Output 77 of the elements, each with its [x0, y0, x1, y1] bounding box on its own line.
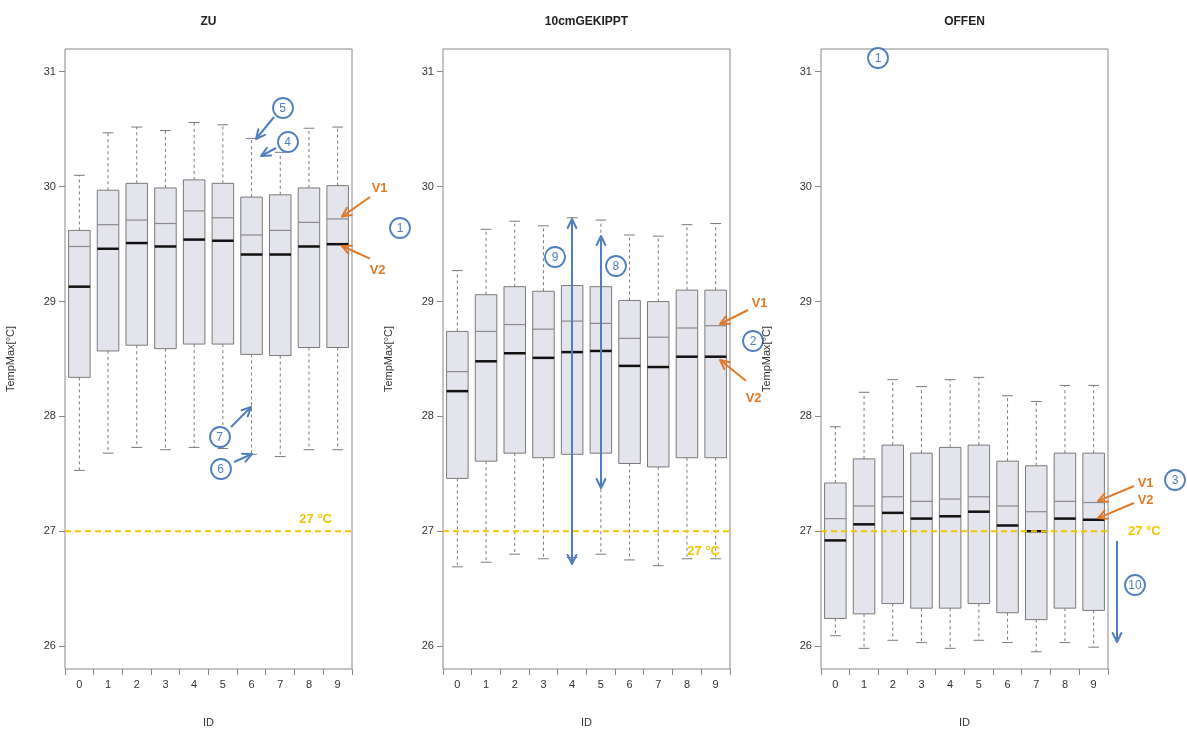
x-tick-label: 5 — [975, 677, 982, 690]
y-tick-label: 26 — [421, 639, 434, 652]
y-tick-label: 31 — [799, 64, 812, 77]
text: 2 — [749, 334, 757, 348]
chart-title: 10cmGEKIPPT — [544, 14, 629, 29]
annotation: 6 — [217, 462, 224, 477]
chart-title: OFFEN — [944, 14, 985, 29]
ref-line-label: 27 °C — [1128, 522, 1162, 538]
x-tick-label: 2 — [889, 677, 896, 690]
y-tick-label: 27 — [799, 524, 812, 537]
y-tick-label: 26 — [43, 639, 56, 652]
x-tick-label: 2 — [511, 677, 518, 690]
x-axis-title: ID — [203, 716, 215, 729]
text: 3 — [1171, 473, 1179, 487]
x-tick-label: 4 — [191, 677, 198, 690]
y-tick-label: 26 — [799, 639, 812, 652]
annotation: V2 — [745, 389, 762, 405]
y-tick-label: 30 — [43, 179, 56, 192]
x-tick-label: 9 — [334, 677, 341, 690]
y-axis-title: TempMax[°C] — [381, 325, 394, 393]
y-tick-label: 27 — [421, 524, 434, 537]
x-tick-label: 5 — [597, 677, 604, 690]
x-tick-label: 0 — [832, 677, 839, 690]
x-tick-label: 9 — [712, 677, 719, 690]
y-tick-label: 31 — [421, 64, 434, 77]
x-tick-label: 6 — [1004, 677, 1011, 690]
y-tick-label: 30 — [421, 179, 434, 192]
x-tick-label: 7 — [277, 677, 284, 690]
x-tick-label: 3 — [918, 677, 925, 690]
chart-title: ZU — [200, 14, 217, 29]
x-tick-label: 0 — [454, 677, 461, 690]
x-tick-label: 6 — [626, 677, 633, 690]
annotation: 5 — [279, 100, 286, 115]
y-tick-label: 31 — [43, 64, 56, 77]
x-tick-label: 4 — [569, 677, 576, 690]
y-tick-label: 29 — [43, 294, 56, 307]
y-tick-label: 30 — [799, 179, 812, 192]
x-tick-label: 6 — [248, 677, 255, 690]
y-axis-title: TempMax[°C] — [759, 325, 772, 393]
annotation: 8 — [612, 259, 620, 274]
x-tick-label: 4 — [947, 677, 954, 690]
ref-line-label: 27 °C — [299, 510, 333, 526]
x-tick-label: 8 — [305, 677, 313, 690]
x-axis-title: ID — [581, 716, 593, 729]
x-tick-label: 3 — [540, 677, 547, 690]
text: 10 — [1128, 578, 1142, 592]
x-tick-label: 7 — [655, 677, 662, 690]
ref-line-label: 27 °C — [687, 542, 721, 558]
x-tick-label: 7 — [1033, 677, 1040, 690]
y-tick-label: 27 — [43, 524, 56, 537]
text: 1 — [396, 221, 404, 235]
x-tick-label: 1 — [482, 677, 490, 690]
annotation: V1 — [1137, 474, 1154, 490]
annotation: V2 — [369, 261, 386, 277]
x-tick-label: 1 — [860, 677, 868, 690]
x-tick-label: 8 — [1061, 677, 1069, 690]
annotation: V1 — [751, 294, 768, 310]
annotation: 1 — [874, 51, 882, 65]
annotation: V1 — [371, 179, 388, 195]
x-tick-label: 5 — [219, 677, 226, 690]
x-tick-label: 3 — [162, 677, 169, 690]
annotation: 7 — [216, 430, 223, 445]
x-tick-label: 1 — [104, 677, 112, 690]
y-axis-title: TempMax[°C] — [3, 325, 16, 393]
annotation: 9 — [551, 249, 559, 264]
x-tick-label: 8 — [683, 677, 691, 690]
x-tick-label: 2 — [133, 677, 140, 690]
y-tick-label: 28 — [43, 409, 56, 422]
x-tick-label: 0 — [76, 677, 83, 690]
x-axis-title: ID — [959, 716, 971, 729]
y-tick-label: 29 — [799, 294, 812, 307]
x-tick-label: 9 — [1090, 677, 1097, 690]
y-tick-label: 28 — [421, 409, 434, 422]
y-tick-label: 28 — [799, 409, 812, 422]
annotation: V2 — [1137, 491, 1154, 507]
annotation: 4 — [284, 134, 291, 149]
y-tick-label: 29 — [421, 294, 434, 307]
